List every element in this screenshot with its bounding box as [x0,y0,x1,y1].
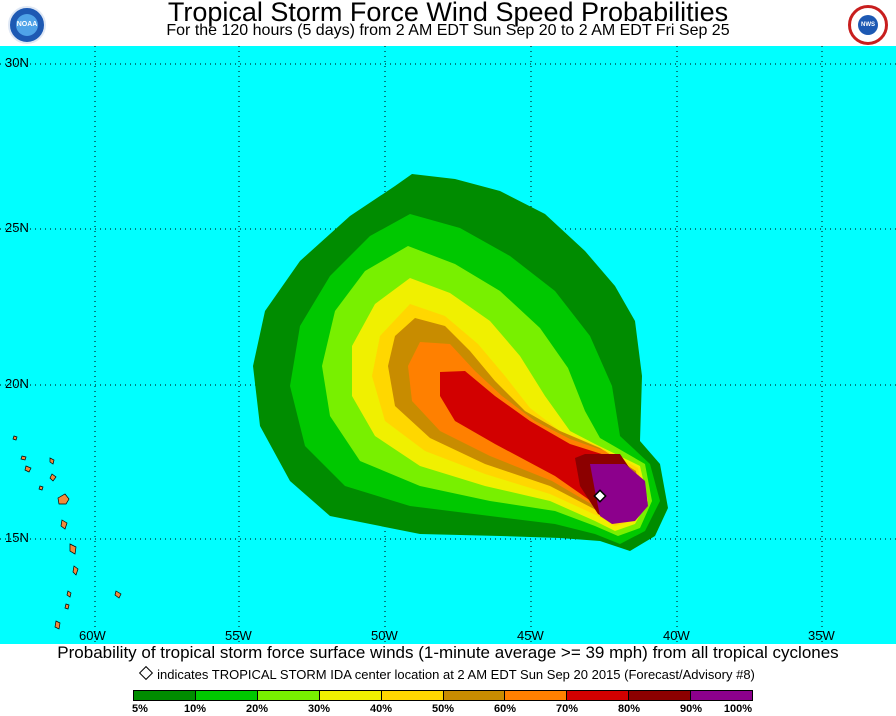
color-legend [133,690,753,701]
noaa-logo: NOAA [8,6,46,44]
diamond-icon [139,665,154,681]
header: NOAA Tropical Storm Force Wind Speed Pro… [0,0,896,46]
contour-90pct [590,464,648,524]
lat-label-25n: 25N [5,220,29,235]
legend-label: 20% [245,703,269,715]
probability-contours [253,174,668,551]
legend-label: 5% [132,703,148,715]
map-canvas [0,46,896,644]
legend-swatch [257,691,320,700]
lon-label-35w: 35W [808,628,835,643]
legend-swatch [629,691,692,700]
lat-label-20n: 20N [5,376,29,391]
legend-swatch [381,691,444,700]
lat-label-30n: 30N [5,55,29,70]
legend-swatch [567,691,630,700]
lon-label-45w: 45W [517,628,544,643]
legend-label: 40% [369,703,393,715]
map-title: Tropical Storm Force Wind Speed Probabil… [167,0,729,27]
map-subtitle: For the 120 hours (5 days) from 2 AM EDT… [166,22,730,39]
nws-logo: NWS [848,5,888,45]
legend-swatch [691,691,753,700]
legend-label: 100% [723,703,753,715]
lon-label-50w: 50W [371,628,398,643]
legend-label: 10% [183,703,207,715]
probability-map: 30N 25N 20N 15N 60W 55W 50W 45W 40W 35W [0,46,896,644]
legend-swatch [505,691,568,700]
legend-label: 50% [431,703,455,715]
legend-label: 80% [617,703,641,715]
legend-swatch [319,691,382,700]
legend-swatch [195,691,258,700]
lon-label-60w: 60W [79,628,106,643]
map-caption: Probability of tropical storm force surf… [57,643,839,662]
legend-swatch [443,691,506,700]
legend-label: 70% [555,703,579,715]
storm-center-marker [593,489,607,503]
caribbean-islands [12,435,122,630]
legend-label: 90% [679,703,703,715]
lat-label-15n: 15N [5,530,29,545]
lon-label-40w: 40W [663,628,690,643]
legend-swatch [134,691,196,700]
marker-note: indicates TROPICAL STORM IDA center loca… [0,665,896,683]
legend-label: 30% [307,703,331,715]
lon-label-55w: 55W [225,628,252,643]
legend-label: 60% [493,703,517,715]
